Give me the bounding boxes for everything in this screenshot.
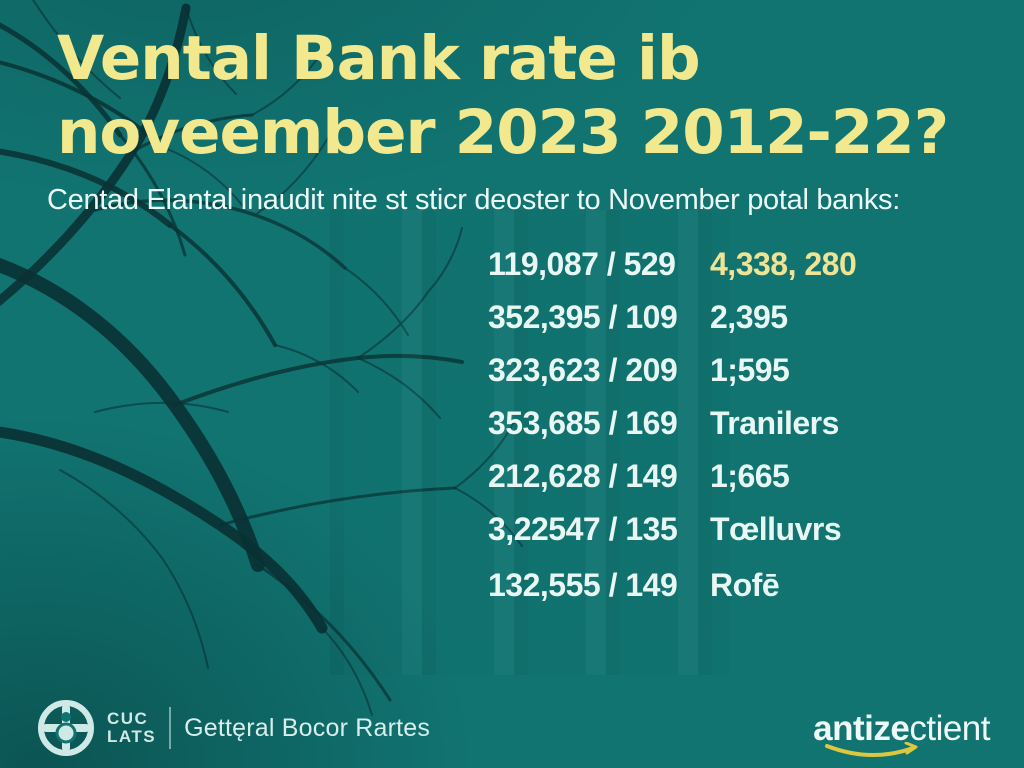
page-title: Vental Bank rate ib noveember 2023 2012-… [57,22,1007,170]
segmented-globe-icon [38,700,94,756]
row-value: Tœlluvrs [710,511,842,547]
table-row: 353,685 / 169 Tranilers [488,405,856,445]
row-value: Tranilers [710,405,839,441]
table-row: 352,395 / 109 2,395 [488,299,856,339]
row-value: 2,395 [710,299,788,335]
title-line-2: noveember 2023 2012-22? [57,97,949,168]
row-figure: 323,623 / 209 [488,352,678,388]
row-figure: 132,555 / 149 [488,567,678,603]
row-figure: 119,087 / 529 [488,246,676,282]
table-row: 323,623 / 209 1;595 [488,352,856,392]
row-figure: 3,22547 / 135 [488,511,678,547]
row-figure: 352,395 / 109 [488,299,678,335]
table-row: 119,087 / 529 4,338, 280 [488,246,857,286]
table-row: 212,628 / 149 1;665 [488,458,856,498]
org-acronym-line2: LATS [107,727,157,746]
title-line-1: Vental Bank rate ib [57,23,701,94]
brand-name-bold: antize [813,709,910,748]
footer-divider [169,707,172,749]
row-figure: 353,685 / 169 [488,405,678,441]
org-acronym-line1: CUC [107,709,149,728]
row-value: 1;665 [710,458,790,494]
brand-name-light: ctient [909,709,990,748]
brand-logo: antizectient [813,709,990,757]
subtitle: Centad Elantal inaudit nite st sticr deo… [47,184,900,216]
table-row: 132,555 / 149 Rofē [488,567,856,607]
smile-arrow-icon [825,742,918,757]
table-row: 3,22547 / 135 Tœlluvrs [488,511,856,551]
footer-tagline: Gettęral Bocor Rartes [184,713,431,742]
row-value: 1;595 [710,352,790,388]
footer-logo-lockup: CUC LATS Gettęral Bocor Rartes [38,700,430,756]
row-value: Rofē [710,567,780,603]
row-figure: 212,628 / 149 [488,458,678,494]
rates-table: 119,087 / 529 4,338, 280 352,395 / 109 2… [488,246,857,620]
org-acronym: CUC LATS [107,710,156,746]
row-value: 4,338, 280 [710,246,857,282]
